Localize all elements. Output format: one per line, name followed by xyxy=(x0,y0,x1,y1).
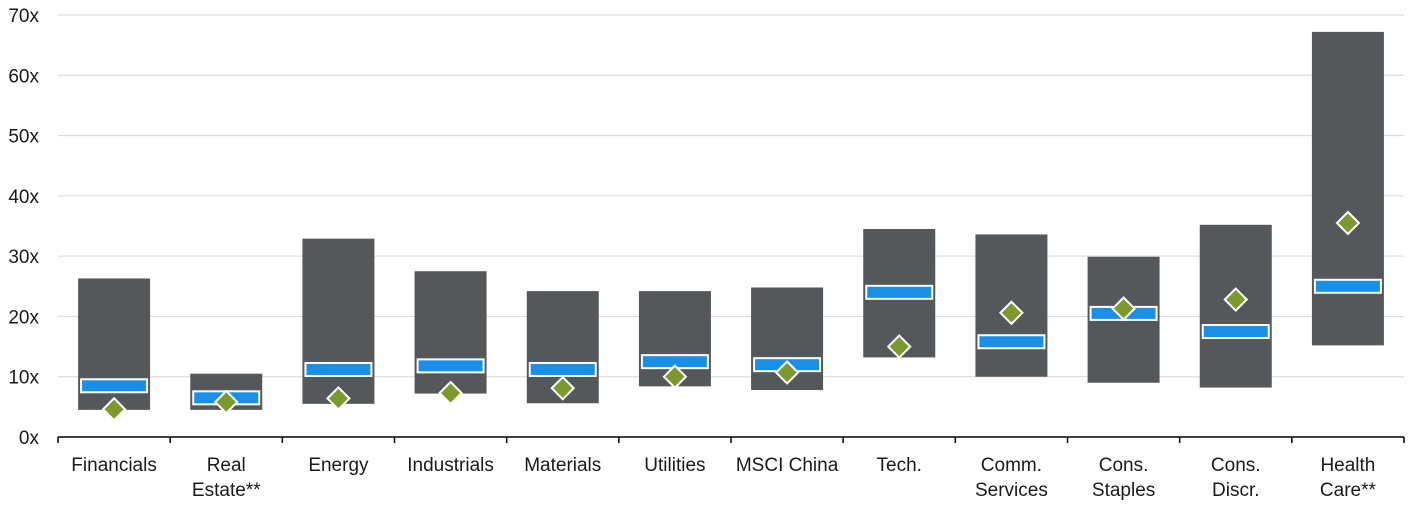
x-category-label: Discr. xyxy=(1212,480,1260,501)
y-tick-label: 50x xyxy=(8,127,39,148)
y-tick-label: 30x xyxy=(8,247,39,268)
green-marker xyxy=(886,334,912,359)
range-bar xyxy=(302,238,375,404)
y-tick-label: 60x xyxy=(8,66,39,87)
blue-marker xyxy=(80,378,149,394)
blue-marker xyxy=(528,361,597,377)
green-marker xyxy=(662,364,688,390)
x-category-label: Financials xyxy=(71,455,157,476)
blue-marker xyxy=(977,334,1046,350)
y-tick-label: 40x xyxy=(8,187,39,208)
blue-marker xyxy=(865,284,934,300)
green-marker xyxy=(438,380,463,406)
x-category-label: Industrials xyxy=(407,455,494,476)
x-category-label: Tech. xyxy=(877,455,922,476)
y-tick-label: 0x xyxy=(19,428,40,449)
green-marker xyxy=(1111,296,1136,322)
y-tick-labels: 0x 10x 20x 30x 40x 50x 60x 70x xyxy=(8,6,39,449)
x-category-label: Materials xyxy=(524,455,601,476)
x-category-label: Care** xyxy=(1320,480,1377,501)
green-marker xyxy=(1335,210,1361,236)
green-marker xyxy=(213,389,239,415)
x-category-label: Cons. xyxy=(1211,455,1261,476)
x-category-label: Health xyxy=(1320,455,1375,476)
x-category-label: Services xyxy=(975,480,1048,501)
green-marker xyxy=(774,360,800,385)
y-tick-label: 20x xyxy=(8,307,39,328)
green-marker xyxy=(326,386,351,411)
x-category-label: Energy xyxy=(308,455,369,476)
x-axis xyxy=(57,436,1405,443)
range-bar xyxy=(1311,31,1384,346)
y-tick-label: 70x xyxy=(8,6,39,27)
x-category-label: Staples xyxy=(1092,480,1155,501)
blue-marker xyxy=(304,361,373,377)
y-tick-label: 10x xyxy=(8,368,39,389)
blue-markers xyxy=(80,278,1382,406)
green-marker xyxy=(999,300,1024,326)
x-category-label: Real xyxy=(207,455,246,476)
x-category-label: Comm. xyxy=(981,455,1042,476)
gridlines xyxy=(58,14,1404,378)
range-bars xyxy=(78,31,1384,410)
blue-marker xyxy=(1313,278,1382,294)
x-category-label: MSCI China xyxy=(736,455,839,476)
green-marker xyxy=(101,396,127,422)
x-category-label: Estate** xyxy=(192,480,261,501)
green-marker xyxy=(550,375,576,401)
green-marker xyxy=(1223,287,1249,312)
x-category-labels: Financials Real Estate** Energy Industrials M… xyxy=(71,455,1376,501)
x-category-label: Cons. xyxy=(1099,455,1149,476)
range-bar xyxy=(414,271,487,394)
x-category-label: Utilities xyxy=(644,455,705,476)
blue-marker xyxy=(1201,324,1270,339)
green-markers xyxy=(101,210,1361,422)
blue-marker xyxy=(416,358,485,374)
